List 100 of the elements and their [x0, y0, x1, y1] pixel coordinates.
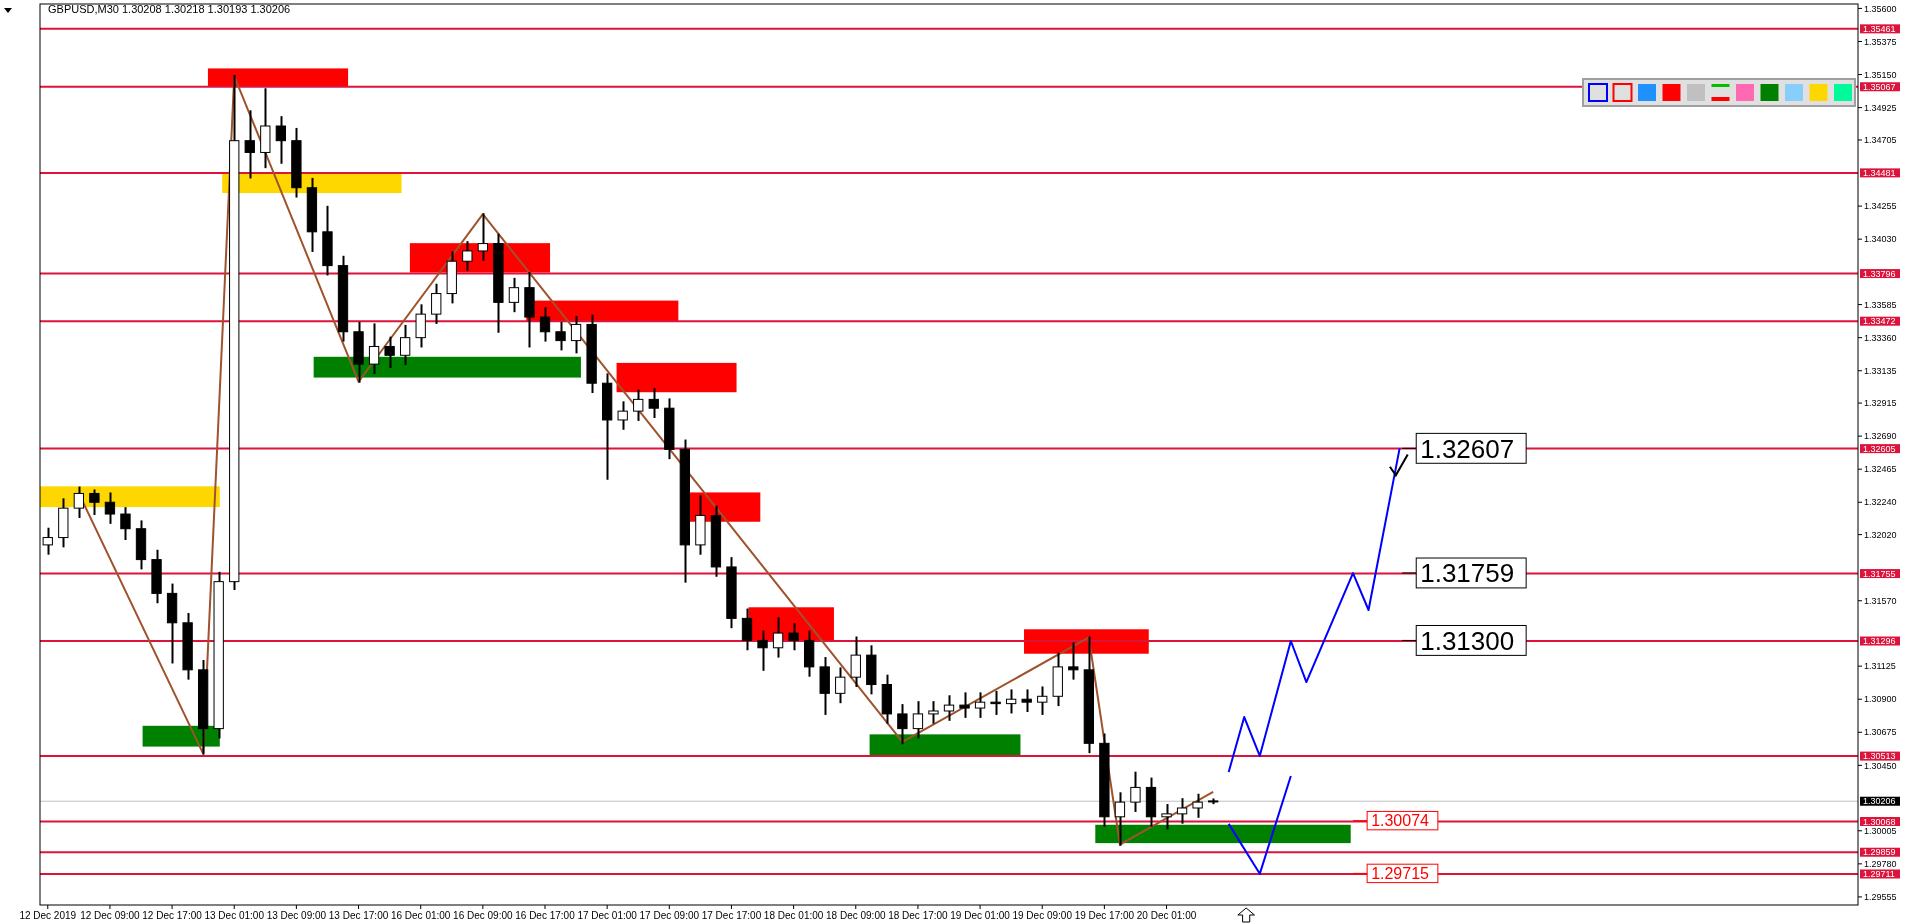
y-tick-label: 1.30005	[1864, 825, 1897, 836]
candlestick	[555, 321, 566, 351]
y-tick-label: 1.34925	[1864, 102, 1897, 113]
candlestick	[368, 323, 380, 374]
x-tick-label: 16 Dec 17:00	[515, 910, 576, 921]
ref-line-label: 1.35461	[1863, 24, 1896, 35]
chart-title: GBPUSD,M30 1.30208 1.30218 1.30193 1.30206	[48, 3, 291, 15]
y-tick-label: 1.34255	[1864, 201, 1897, 212]
candlestick	[741, 608, 753, 651]
candlestick	[42, 527, 53, 555]
annotation: 1.29715	[1371, 865, 1430, 883]
candlestick	[1068, 642, 1079, 680]
x-tick-label: 17 Dec 09:00	[639, 910, 700, 921]
candlestick	[990, 690, 1001, 715]
line-series	[1227, 447, 1401, 773]
candlestick	[1005, 689, 1017, 714]
x-tick-label: 17 Dec 17:00	[701, 910, 762, 921]
y-tick-label: 1.35600	[1864, 3, 1897, 14]
x-tick-label: 19 Dec 01:00	[950, 910, 1011, 921]
y-tick-label: 1.33135	[1864, 365, 1897, 376]
y-tick-label: 1.32690	[1864, 431, 1897, 442]
x-tick-label: 17 Dec 01:00	[577, 910, 638, 921]
candlestick	[959, 692, 970, 718]
candlestick	[244, 110, 255, 179]
candlestick	[633, 389, 644, 421]
candlestick	[1130, 771, 1141, 812]
annotation: 1.32607	[1420, 433, 1515, 464]
candlestick	[928, 701, 939, 724]
candlestick	[73, 486, 85, 518]
candlestick	[120, 507, 131, 541]
candlestick	[1114, 792, 1126, 846]
candlestick	[912, 701, 924, 739]
y-tick-label: 1.35375	[1864, 36, 1897, 47]
ref-line-label: 1.30068	[1863, 816, 1896, 827]
y-tick-label: 1.30900	[1864, 694, 1897, 705]
x-tick-label: 16 Dec 01:00	[390, 910, 451, 921]
candlestick	[384, 336, 395, 369]
y-tick-label: 1.32240	[1864, 497, 1897, 508]
candlestick	[757, 630, 768, 671]
x-tick-label: 13 Dec 01:00	[204, 910, 265, 921]
ref-line-label: 1.30206	[1863, 796, 1896, 807]
x-tick-label: 19 Dec 17:00	[1074, 910, 1135, 921]
x-tick-label: 20 Dec 01:00	[1136, 910, 1197, 921]
candlestick	[539, 307, 551, 342]
y-tick-label: 1.31570	[1864, 595, 1897, 606]
candlestick	[1176, 798, 1188, 824]
annotation: 1.31300	[1420, 625, 1515, 656]
x-tick-label: 12 Dec 2019	[19, 910, 77, 921]
y-tick-label: 1.35150	[1864, 69, 1897, 80]
ref-line-label: 1.35067	[1863, 81, 1896, 92]
x-tick-label: 13 Dec 09:00	[266, 910, 327, 921]
candlestick	[415, 304, 426, 348]
y-tick-label: 1.30450	[1864, 760, 1897, 771]
ref-line-label: 1.29859	[1863, 847, 1896, 858]
candlestick	[462, 241, 473, 272]
ref-line-label: 1.31755	[1863, 568, 1896, 579]
candlestick	[399, 324, 411, 366]
ref-line-label: 1.29711	[1863, 869, 1895, 880]
y-tick-label: 1.33360	[1864, 332, 1897, 343]
annotation: 1.30074	[1371, 812, 1430, 830]
y-tick-label: 1.32915	[1864, 398, 1897, 409]
x-tick-label: 19 Dec 09:00	[1012, 910, 1073, 921]
ref-line-label: 1.34481	[1863, 168, 1896, 179]
x-tick-label: 12 Dec 09:00	[80, 910, 141, 921]
candlestick	[508, 277, 520, 313]
candlestick	[974, 692, 986, 718]
ref-line-label: 1.31296	[1863, 636, 1896, 647]
x-tick-label: 18 Dec 17:00	[888, 910, 949, 921]
candlestick	[431, 283, 442, 324]
ref-line-label: 1.33472	[1863, 316, 1896, 327]
candlestick	[1021, 689, 1032, 712]
candlestick	[897, 704, 908, 745]
candlestick	[772, 617, 784, 658]
x-tick-label: 12 Dec 17:00	[142, 910, 203, 921]
candlestick	[477, 213, 489, 261]
candlestick	[943, 695, 955, 721]
y-tick-label: 1.32020	[1864, 529, 1897, 540]
y-tick-label: 1.31125	[1864, 661, 1896, 672]
candlestick	[570, 316, 582, 354]
candlestick	[788, 623, 799, 651]
y-tick-label: 1.29780	[1864, 859, 1897, 870]
ref-line-label: 1.33796	[1863, 268, 1896, 279]
x-tick-label: 13 Dec 17:00	[328, 910, 389, 921]
candlestick	[850, 636, 861, 687]
x-tick-label: 18 Dec 01:00	[763, 910, 824, 921]
y-tick-label: 1.30675	[1864, 727, 1897, 738]
y-tick-label: 1.34030	[1864, 234, 1897, 245]
x-tick-label: 18 Dec 09:00	[826, 910, 886, 921]
candlestick	[275, 116, 287, 164]
candlestick	[648, 388, 659, 419]
ref-line-label: 1.32605	[1863, 443, 1896, 454]
candlestick	[617, 401, 628, 430]
y-tick-label: 1.34705	[1864, 135, 1897, 146]
y-tick-label: 1.33585	[1864, 299, 1897, 310]
x-tick-label: 16 Dec 09:00	[453, 910, 514, 921]
candlestick	[104, 492, 116, 524]
annotation: 1.31759	[1420, 558, 1515, 589]
candlestick	[1161, 804, 1172, 830]
ref-line-label: 1.30513	[1863, 751, 1896, 762]
candlestick	[1037, 686, 1048, 715]
